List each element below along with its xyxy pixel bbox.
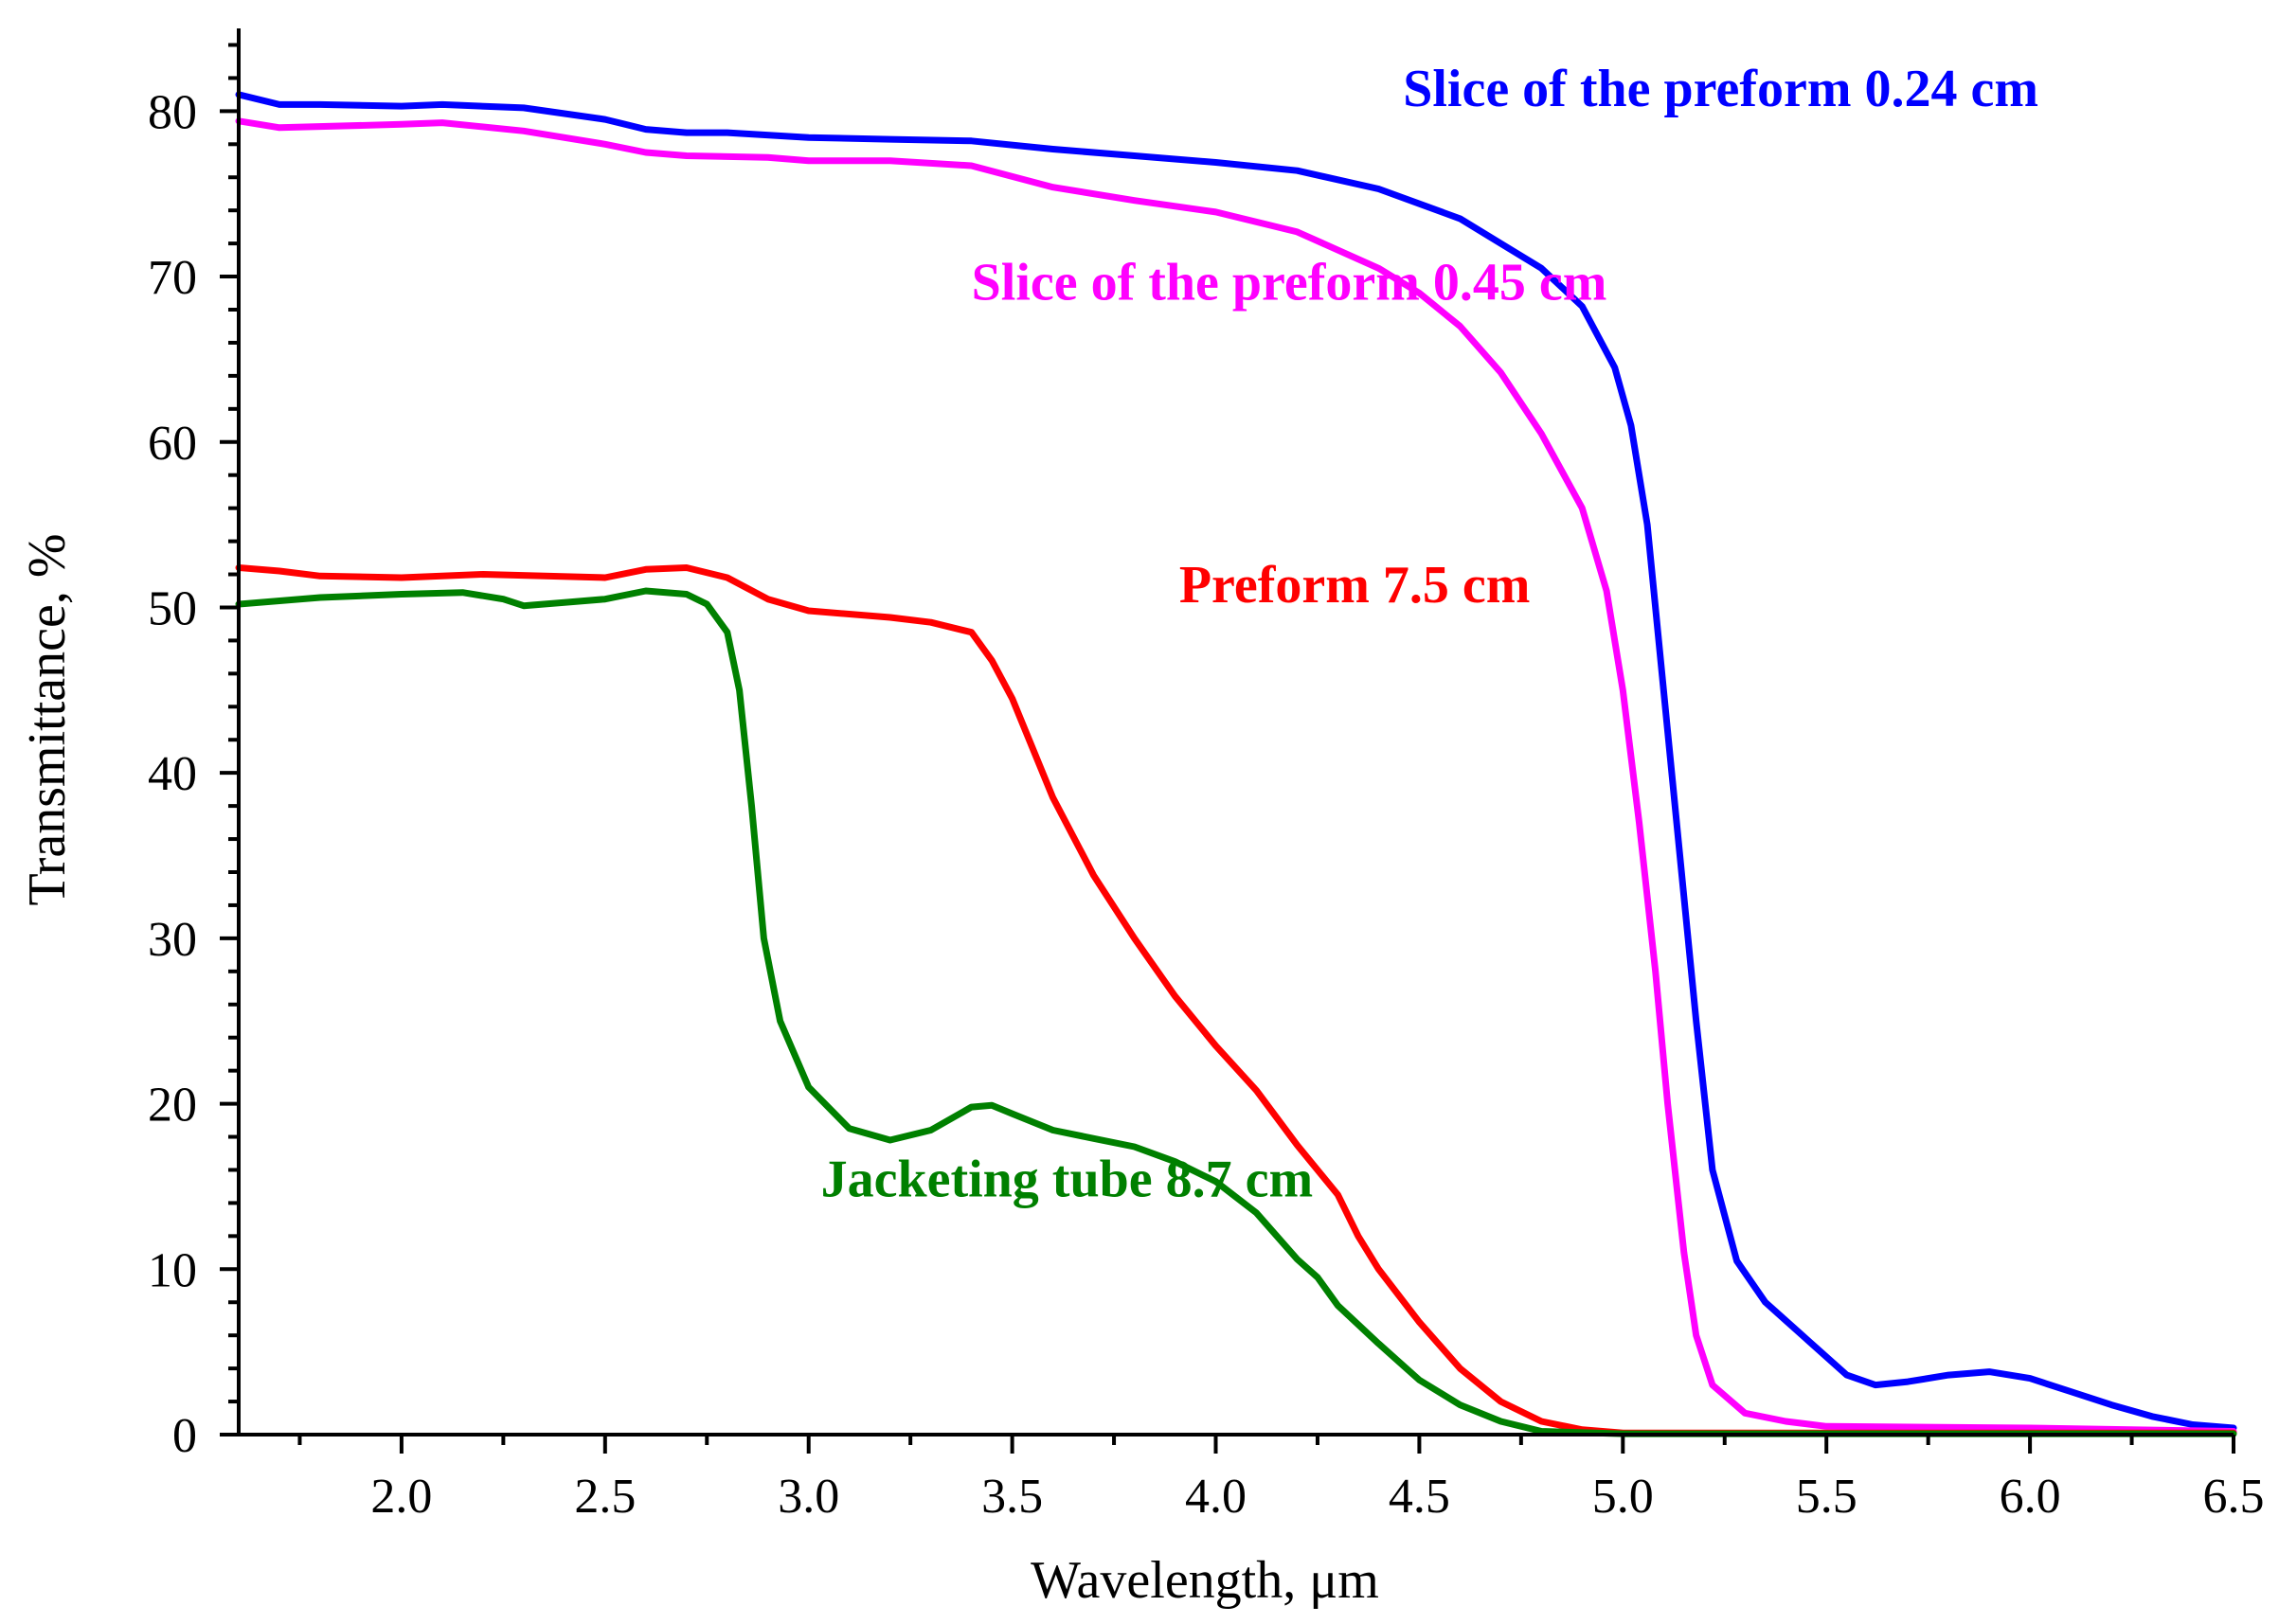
series-line-0 <box>235 91 2237 1432</box>
x-tick-label: 3.0 <box>778 1470 839 1524</box>
y-tick-label: 60 <box>148 417 197 471</box>
annotations-layer: Slice of the preform 0.24 cm Slice of the… <box>821 60 2038 1208</box>
x-tick-label: 6.5 <box>2203 1470 2265 1524</box>
series-layer <box>235 91 2237 1437</box>
y-tick-label: 70 <box>148 251 197 305</box>
x-tick-label: 2.0 <box>370 1470 432 1524</box>
series-label-0: Slice of the preform 0.24 cm <box>1403 60 2038 118</box>
x-tick-label: 4.5 <box>1389 1470 1450 1524</box>
x-tick-label: 5.5 <box>1796 1470 1857 1524</box>
y-axis-title: Transmittance, % <box>18 534 77 906</box>
series-line-2 <box>235 564 2237 1437</box>
x-axis-title: Wavelength, μm <box>1031 1551 1379 1610</box>
series-label-1: Slice of the preform 0.45 cm <box>972 254 1607 312</box>
ticks-layer: 2.0 2.5 3.0 3.5 4.0 4.5 5.0 5.5 6.0 6.5 0 10 20 30 40 5… <box>148 43 2265 1524</box>
series-label-3: Jacketing tube 8.7 cm <box>821 1150 1314 1208</box>
y-tick-label: 10 <box>148 1243 197 1297</box>
x-tick-label: 3.5 <box>981 1470 1043 1524</box>
axes-layer <box>237 28 2234 1437</box>
series-line-1 <box>235 117 2237 1435</box>
y-tick-label: 30 <box>148 913 197 967</box>
x-tick-label: 4.0 <box>1185 1470 1247 1524</box>
series-line-3 <box>235 587 2237 1437</box>
x-tick-label: 2.5 <box>574 1470 636 1524</box>
x-tick-label: 5.0 <box>1592 1470 1654 1524</box>
y-tick-label: 80 <box>148 85 197 139</box>
y-tick-label: 0 <box>172 1409 197 1463</box>
labels-layer: Wavelength, μm Transmittance, % <box>18 534 1379 1610</box>
y-tick-label: 50 <box>148 581 197 635</box>
y-tick-label: 40 <box>148 747 197 801</box>
y-tick-label: 20 <box>148 1079 197 1133</box>
x-tick-label: 6.0 <box>2000 1470 2061 1524</box>
series-label-2: Preform 7.5 cm <box>1179 556 1531 615</box>
